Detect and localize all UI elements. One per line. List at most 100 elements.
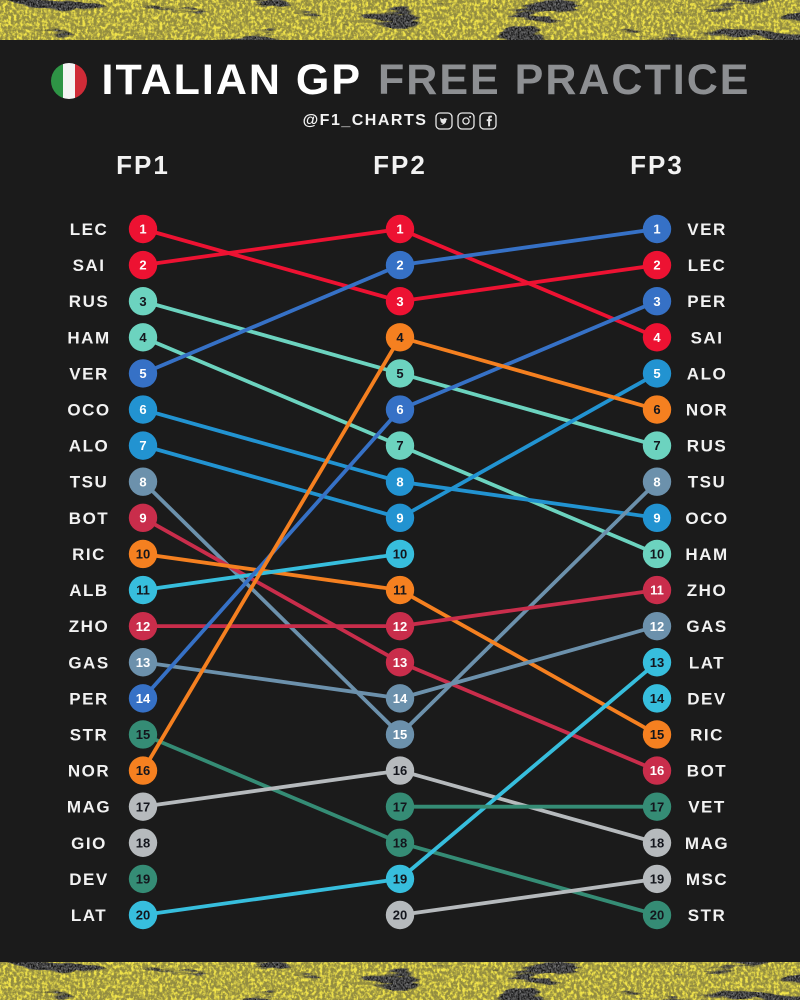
position-dot-fp1-VER xyxy=(128,359,158,388)
bump-line-LAT-fp2-fp3 xyxy=(398,660,659,881)
position-dot-fp3-GAS xyxy=(642,611,672,641)
driver-label-fp3-NOR: NOR xyxy=(686,401,728,420)
driver-label-fp3-ALO: ALO xyxy=(687,364,727,383)
position-number-fp1-TSU: 8 xyxy=(139,474,146,489)
driver-label-fp3-PER: PER xyxy=(687,292,726,311)
position-number-fp2-LAT: 19 xyxy=(393,871,407,886)
position-number-fp3-MAG: 18 xyxy=(650,835,664,850)
position-number-fp2-NOR: 4 xyxy=(396,330,404,345)
position-number-fp1-PER: 14 xyxy=(136,691,151,706)
position-number-fp2-BOT: 13 xyxy=(393,655,407,670)
position-number-fp3-VER: 1 xyxy=(653,222,660,237)
position-dot-fp3-NOR xyxy=(642,395,672,424)
bump-line-BOT-fp2-fp3 xyxy=(399,660,658,773)
bump-line-GAS-fp2-fp3 xyxy=(399,624,658,701)
driver-label-fp1-DEV: DEV xyxy=(69,870,108,889)
position-number-fp2-VET: 17 xyxy=(393,799,407,814)
position-dot-fp3-BOT xyxy=(642,756,672,785)
position-dot-fp2-MSC xyxy=(385,900,415,930)
position-dot-fp3-RUS xyxy=(642,431,672,460)
position-number-fp3-HAM: 10 xyxy=(650,547,664,562)
bump-line-VER-fp2-fp3 xyxy=(399,227,658,267)
social-handle: @F1_CHARTS xyxy=(302,112,428,129)
italian-flag-icon xyxy=(50,62,87,99)
twitter-icon xyxy=(435,112,454,130)
position-number-fp3-MSC: 19 xyxy=(650,871,664,886)
position-number-fp3-LEC: 2 xyxy=(653,258,660,273)
driver-label-fp3-DEV: DEV xyxy=(687,689,726,708)
driver-label-fp3-BOT: BOT xyxy=(687,762,727,781)
position-number-fp3-VET: 17 xyxy=(650,799,664,814)
position-dot-fp2-VER xyxy=(385,250,415,280)
position-number-fp2-VER: 2 xyxy=(396,258,403,273)
position-number-fp2-HAM: 7 xyxy=(396,438,403,453)
session-header-fp1: FP1 xyxy=(116,150,170,180)
social-icons xyxy=(435,112,498,130)
bump-line-RUS-fp2-fp3 xyxy=(399,371,658,448)
bump-line-TSU-fp1-fp2 xyxy=(141,480,402,736)
position-number-fp1-HAM: 4 xyxy=(139,330,147,345)
driver-labels: LEC LEC SAI SAI RUS RUS HAM HAM VER VER OCO OCO ALO A… xyxy=(67,220,728,925)
position-dot-fp3-TSU xyxy=(642,467,672,496)
position-number-fp2-MAG: 16 xyxy=(393,763,407,778)
position-dot-fp3-MSC xyxy=(642,864,672,894)
driver-label-fp1-HAM: HAM xyxy=(67,328,110,347)
position-number-fp3-NOR: 6 xyxy=(653,402,660,417)
position-number-fp1-SAI: 2 xyxy=(139,258,146,273)
position-number-fp1-RUS: 3 xyxy=(139,294,146,309)
position-number-fp1-LEC: 1 xyxy=(139,222,146,237)
position-dot-fp2-STR xyxy=(385,828,415,857)
position-dot-fp2-TSU xyxy=(385,720,415,749)
position-number-fp3-SAI: 4 xyxy=(653,330,661,345)
driver-label-fp1-OCO: OCO xyxy=(67,401,110,420)
position-number-fp1-STR: 15 xyxy=(136,727,150,742)
caution-tape-bottom xyxy=(0,962,800,1000)
position-dot-fp3-LAT xyxy=(642,648,672,677)
driver-label-fp3-LEC: LEC xyxy=(688,256,727,275)
driver-label-fp1-LAT: LAT xyxy=(71,906,107,925)
position-dot-fp3-MAG xyxy=(642,828,672,857)
session-header-fp3: FP3 xyxy=(630,150,684,180)
title-primary: ITALIAN GP xyxy=(101,56,363,104)
position-number-fp3-PER: 3 xyxy=(653,294,660,309)
bump-line-ZHO-fp2-fp3 xyxy=(399,588,658,629)
position-dot-fp3-SAI xyxy=(642,323,672,352)
position-number-fp2-TSU: 15 xyxy=(393,727,407,742)
position-number-fp3-BOT: 16 xyxy=(650,763,664,778)
position-dot-fp2-PER xyxy=(385,395,415,424)
position-number-fp3-OCO: 9 xyxy=(653,510,660,525)
position-dot-fp1-PER xyxy=(128,684,158,713)
driver-label-fp3-STR: STR xyxy=(688,906,727,925)
position-dot-fp1-MAG xyxy=(128,792,158,821)
bump-line-NOR-fp2-fp3 xyxy=(399,335,658,412)
driver-label-fp3-VER: VER xyxy=(687,220,726,239)
position-number-fp1-ALB: 11 xyxy=(136,583,150,598)
position-dot-fp2-ALB xyxy=(385,539,415,569)
position-dot-fp1-RIC xyxy=(128,539,158,569)
position-number-fp1-GAS: 13 xyxy=(136,655,150,670)
position-dot-fp1-HAM xyxy=(128,323,158,352)
bump-line-OCO-fp2-fp3 xyxy=(399,479,658,520)
position-dot-fp1-GIO xyxy=(128,828,158,857)
position-dot-fp1-BOT xyxy=(128,503,158,533)
bump-line-SAI-fp1-fp2 xyxy=(142,227,401,267)
position-dot-fp2-LEC xyxy=(385,287,415,316)
position-dot-fp3-HAM xyxy=(642,539,672,569)
driver-label-fp1-LEC: LEC xyxy=(70,220,109,239)
position-number-fp1-MAG: 17 xyxy=(136,799,150,814)
position-number-fp2-SAI: 1 xyxy=(396,222,403,237)
driver-label-fp1-ALO: ALO xyxy=(69,437,109,456)
driver-label-fp1-RIC: RIC xyxy=(72,545,106,564)
bump-line-NOR-fp1-fp2 xyxy=(141,336,402,772)
driver-label-fp3-GAS: GAS xyxy=(686,617,727,636)
position-dot-fp2-RUS xyxy=(385,359,415,388)
position-dot-fp2-SAI xyxy=(385,214,415,244)
bump-line-OCO-fp1-fp2 xyxy=(142,407,401,484)
position-dot-fp1-LAT xyxy=(128,900,158,930)
position-number-fp1-BOT: 9 xyxy=(139,510,146,525)
driver-label-fp1-GIO: GIO xyxy=(71,834,107,853)
position-dot-fp1-TSU xyxy=(128,467,158,496)
driver-label-fp1-RUS: RUS xyxy=(69,292,109,311)
